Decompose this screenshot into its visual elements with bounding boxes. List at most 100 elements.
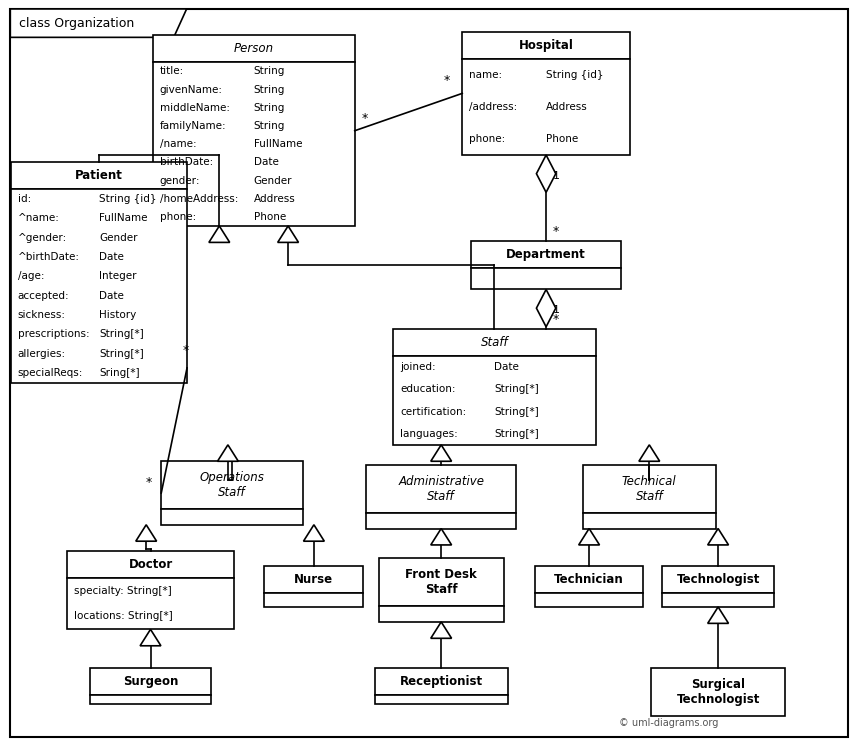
Text: Operations
Staff: Operations Staff [200,471,265,499]
Bar [374,695,507,704]
Text: Address: Address [254,193,296,204]
Bar [378,607,503,622]
Text: allergies:: allergies: [18,349,65,359]
Text: Phone: Phone [546,134,578,144]
Bar [66,578,234,629]
Polygon shape [140,629,161,645]
Text: Nurse: Nurse [294,573,334,586]
Text: Phone: Phone [254,212,286,222]
Text: String {id}: String {id} [546,69,604,80]
Text: Doctor: Doctor [128,558,173,571]
Text: History: History [99,310,136,320]
Text: Technician: Technician [554,573,624,586]
Bar [162,509,304,524]
Bar [11,163,187,190]
Text: phone:: phone: [470,134,506,144]
Text: /homeAddress:: /homeAddress: [160,193,238,204]
Text: name:: name: [470,69,502,80]
Text: /age:: /age: [18,271,44,282]
Bar [11,190,187,382]
Text: familyName:: familyName: [160,121,226,131]
Polygon shape [431,529,452,545]
Text: middleName:: middleName: [160,103,230,113]
Text: String: String [254,121,285,131]
Text: Hospital: Hospital [519,39,574,52]
Text: Address: Address [546,102,588,112]
Text: Sring[*]: Sring[*] [99,368,139,378]
Polygon shape [431,445,452,462]
Text: String[*]: String[*] [494,384,539,394]
Text: Gender: Gender [254,176,292,185]
Text: String[*]: String[*] [99,329,144,339]
Bar [153,35,354,63]
Text: String[*]: String[*] [99,349,144,359]
Text: title:: title: [160,66,184,76]
Polygon shape [136,525,157,541]
Bar [393,356,595,445]
Text: *: * [444,75,450,87]
Text: Gender: Gender [99,233,138,243]
Text: class Organization: class Organization [19,16,134,30]
Text: ^gender:: ^gender: [18,233,67,243]
Text: Administrative
Staff: Administrative Staff [398,475,484,503]
Text: locations: String[*]: locations: String[*] [73,612,172,622]
Bar [153,63,354,226]
Text: FullName: FullName [254,139,302,149]
Text: Front Desk
Staff: Front Desk Staff [405,568,477,596]
Polygon shape [218,445,238,462]
Text: ^birthDate:: ^birthDate: [18,252,80,262]
Bar [463,31,630,59]
Text: *: * [553,225,559,238]
Text: /address:: /address: [470,102,518,112]
Text: Date: Date [494,362,519,372]
Text: ^name:: ^name: [18,214,59,223]
Polygon shape [537,289,556,327]
Text: joined:: joined: [400,362,436,372]
Text: *: * [553,313,559,326]
Bar [265,593,363,607]
Text: String: String [254,66,285,76]
Text: 1: 1 [553,171,560,181]
Text: certification:: certification: [400,406,467,417]
Bar [393,329,595,356]
Polygon shape [639,445,660,462]
Bar [662,566,774,593]
Text: 1: 1 [553,306,560,315]
Bar [366,465,516,513]
Bar [535,566,643,593]
Text: givenName:: givenName: [160,84,223,95]
Text: sickness:: sickness: [18,310,65,320]
Text: *: * [182,344,189,358]
Polygon shape [278,226,298,242]
Text: Date: Date [99,252,124,262]
Polygon shape [708,607,728,623]
Text: /name:: /name: [160,139,196,149]
Text: gender:: gender: [160,176,200,185]
Text: © uml-diagrams.org: © uml-diagrams.org [619,718,719,728]
Text: accepted:: accepted: [18,291,70,301]
Bar [265,566,363,593]
Bar [471,268,621,290]
Bar [463,59,630,155]
Text: education:: education: [400,384,456,394]
Bar [662,593,774,607]
Text: phone:: phone: [160,212,196,222]
Bar [652,668,784,716]
Polygon shape [209,226,230,242]
Text: String[*]: String[*] [494,406,539,417]
Text: Date: Date [99,291,124,301]
Text: specialty: String[*]: specialty: String[*] [73,586,171,595]
Text: Staff: Staff [481,336,508,349]
Bar [366,513,516,529]
Bar [583,513,716,529]
Bar [90,668,211,695]
Polygon shape [10,9,187,37]
Text: Date: Date [254,158,279,167]
Text: birthDate:: birthDate: [160,158,212,167]
Text: Person: Person [234,43,273,55]
Text: Patient: Patient [75,170,123,182]
Text: Technical
Staff: Technical Staff [622,475,677,503]
Text: Integer: Integer [99,271,137,282]
Text: String {id}: String {id} [99,194,157,204]
Bar [378,559,503,607]
